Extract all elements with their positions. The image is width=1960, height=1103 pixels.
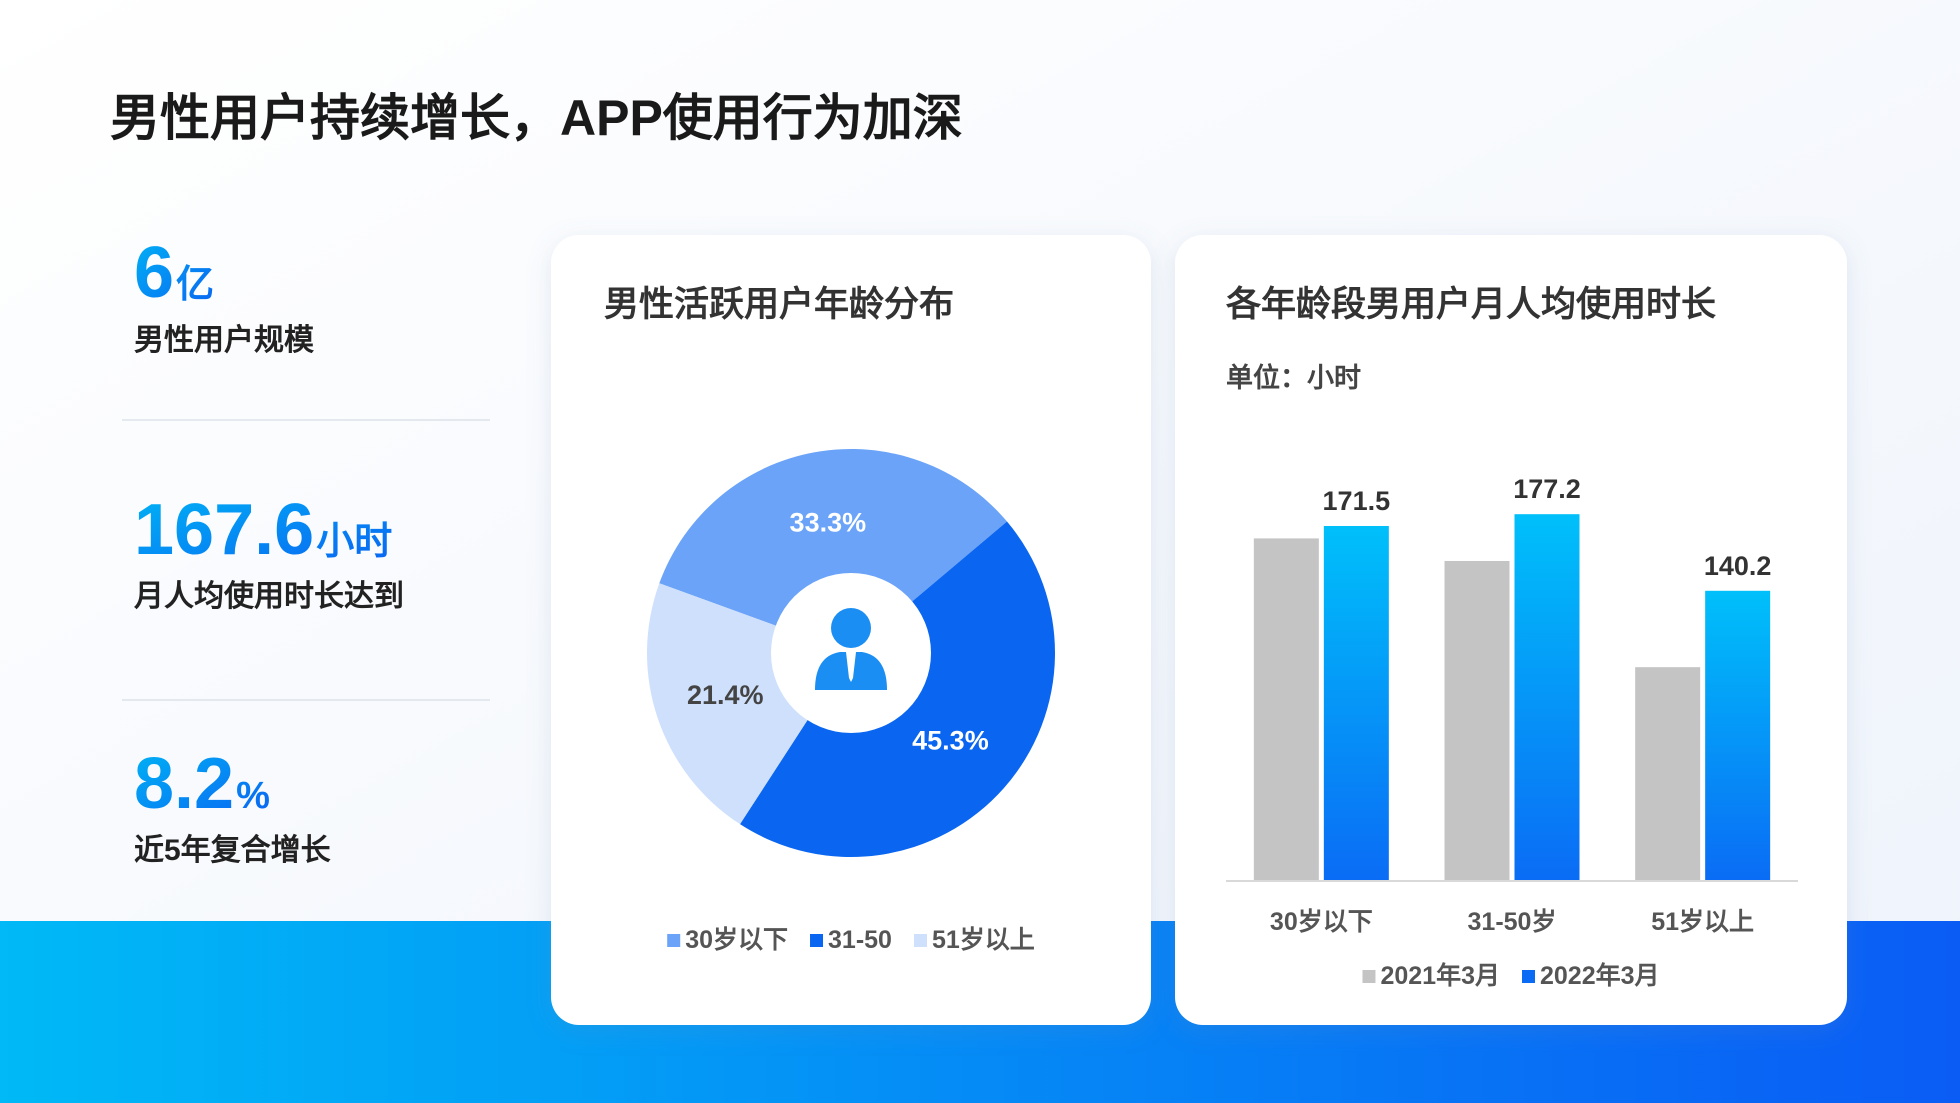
bar: [1635, 667, 1701, 881]
bar: [1323, 525, 1389, 881]
pie-label: 21.4%: [687, 680, 764, 710]
person-icon: [771, 573, 931, 733]
stat-number: 6: [134, 233, 174, 313]
bar: [1705, 590, 1771, 881]
legend-swatch: [810, 934, 824, 947]
chart-title: 各年龄段男用户月人均使用时长: [1225, 284, 1716, 324]
stat-number: 167.6: [134, 490, 314, 570]
chart-subtitle: 单位：小时: [1226, 362, 1361, 393]
stat-label: 月人均使用时长达到: [134, 580, 404, 613]
stat-value: 6亿: [134, 233, 214, 313]
stat-unit: 亿: [176, 264, 214, 306]
chart-title: 男性活跃用户年龄分布: [604, 285, 954, 324]
stat-unit: %: [236, 775, 270, 817]
stat-value: 8.2%: [134, 744, 270, 824]
legend-swatch: [913, 934, 927, 947]
legend: 2021年3月 2022年3月: [1362, 961, 1660, 990]
legend-swatch: [667, 934, 681, 947]
value-label: 177.2: [1513, 474, 1581, 504]
x-tick-label: 30岁以下: [1270, 907, 1373, 936]
legend-swatch: [1362, 970, 1376, 983]
legend-label: 31-50: [828, 926, 892, 954]
x-tick-label: 51岁以上: [1651, 907, 1754, 936]
legend-label: 51岁以上: [932, 925, 1035, 954]
pie-label: 45.3%: [912, 726, 989, 756]
legend-label: 2021年3月: [1380, 961, 1500, 990]
pie-label: 33.3%: [790, 507, 867, 537]
stat-label: 近5年复合增长: [134, 833, 331, 867]
page-title: 男性用户持续增长，APP使用行为加深: [110, 90, 963, 146]
value-label: 171.5: [1323, 486, 1391, 516]
legend-label: 30岁以下: [685, 925, 788, 954]
bar: [1444, 560, 1510, 881]
stat-value: 167.6小时: [134, 490, 392, 570]
legend: 30岁以下 31-50 51岁以上: [667, 925, 1035, 954]
bar: [1253, 538, 1319, 881]
pie-slice: [659, 449, 1007, 653]
x-tick-label: 31-50岁: [1468, 907, 1557, 936]
bar: [1514, 514, 1580, 881]
stat-label: 男性用户规模: [134, 324, 314, 357]
stat-unit: 小时: [316, 521, 392, 563]
stat-number: 8.2: [134, 744, 234, 824]
legend-swatch: [1522, 970, 1535, 983]
legend-label: 2022年3月: [1540, 961, 1660, 990]
value-label: 140.2: [1704, 551, 1772, 581]
